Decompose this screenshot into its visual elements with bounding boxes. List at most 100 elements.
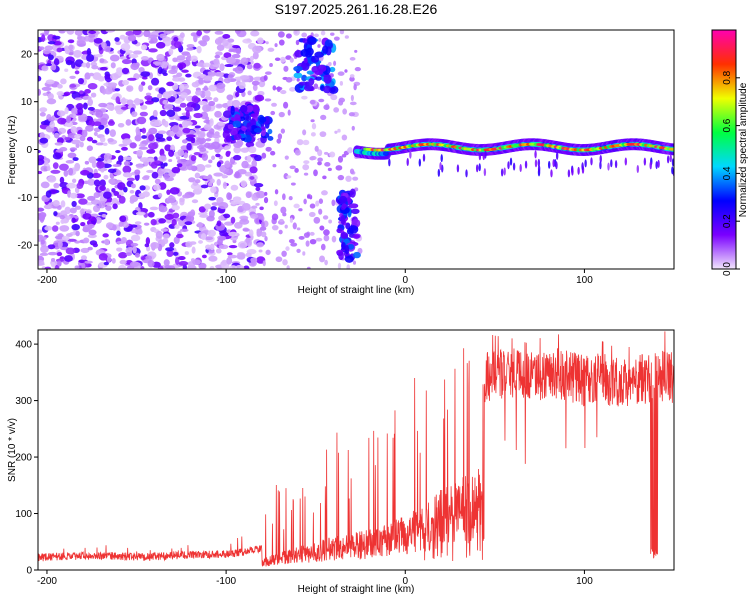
spectrogram-cell bbox=[84, 260, 93, 264]
spectrogram-cell bbox=[233, 154, 242, 161]
spectrogram-cell bbox=[93, 131, 98, 137]
spectrogram-cell bbox=[98, 102, 108, 108]
spectrogram-cell bbox=[121, 67, 130, 75]
spectrogram-cell bbox=[209, 265, 215, 269]
spectrogram-cell bbox=[303, 232, 310, 238]
spectrogram-cell bbox=[512, 162, 516, 171]
spectrogram-cell bbox=[48, 116, 55, 122]
spectrogram-cell bbox=[302, 251, 306, 256]
spectrogram-cell bbox=[130, 224, 138, 228]
spectrogram-cell bbox=[176, 158, 187, 165]
spectrogram-cell bbox=[550, 169, 553, 178]
spectrogram-cell bbox=[143, 222, 150, 226]
spectrogram-cell bbox=[204, 164, 212, 168]
spectrogram-cell bbox=[217, 36, 224, 44]
spectrogram-cell bbox=[195, 90, 203, 96]
spectrogram-cell bbox=[614, 160, 618, 169]
spectrogram-cell bbox=[76, 182, 84, 189]
spectrogram-cell bbox=[348, 203, 359, 209]
spectrogram-cell bbox=[172, 251, 179, 256]
spectrogram-cell bbox=[87, 178, 96, 186]
spectrogram-cell bbox=[214, 54, 221, 59]
spectrogram-cell bbox=[264, 98, 272, 102]
spectrogram-cell bbox=[571, 167, 574, 176]
spectrogram-cell bbox=[107, 104, 115, 111]
spectrogram-cell bbox=[263, 75, 268, 81]
spectrogram-cell bbox=[88, 33, 96, 38]
spectrogram-cell bbox=[172, 212, 180, 219]
snr-x-ticks: -200 -100 0 100 bbox=[37, 570, 593, 587]
spectrogram-cell bbox=[79, 90, 84, 95]
spectrogram-cell bbox=[115, 40, 122, 46]
spectrogram-cell bbox=[194, 172, 201, 179]
spectrogram-cell bbox=[194, 179, 201, 184]
spectrogram-cell bbox=[82, 102, 88, 110]
spectrogram-cell bbox=[288, 239, 295, 244]
spectrogram-cell bbox=[322, 215, 329, 220]
spectrogram-cell bbox=[192, 259, 201, 266]
spectrogram-cell bbox=[232, 67, 237, 72]
spectrogram-cell bbox=[78, 113, 88, 122]
spectrogram-cell bbox=[117, 182, 126, 190]
spectrogram-cell bbox=[84, 88, 91, 94]
spectrogram-cell bbox=[319, 225, 325, 231]
spectrogram-cell bbox=[64, 121, 74, 128]
spectrogram-cell bbox=[205, 244, 212, 250]
spectrogram-cell bbox=[227, 123, 234, 130]
spectrogram-cell bbox=[201, 233, 207, 241]
spectrogram-cell bbox=[86, 48, 92, 56]
spectrogram-cell bbox=[179, 228, 189, 232]
spectrogram-cell bbox=[257, 37, 264, 45]
spectrogram-cell bbox=[119, 259, 127, 265]
spectrogram-cell bbox=[71, 60, 76, 69]
spectrogram-cell bbox=[85, 125, 94, 132]
spectrogram-cell bbox=[235, 140, 244, 147]
spectrogram-cell bbox=[157, 130, 167, 135]
spectrogram-cell bbox=[121, 58, 132, 65]
spectrogram-cell bbox=[83, 237, 90, 244]
spectrogram-cell bbox=[199, 214, 209, 218]
spectrogram-cell bbox=[46, 166, 51, 171]
spectrogram-cell bbox=[111, 258, 116, 264]
spectrogram-cell bbox=[98, 253, 108, 261]
spectrogram-cell bbox=[294, 168, 299, 173]
spectrogram-cell bbox=[157, 192, 163, 198]
spectrogram-cell bbox=[213, 58, 220, 65]
spectrogram-cell bbox=[38, 260, 45, 266]
spectrogram-cell bbox=[91, 161, 97, 168]
spectrogram-cell bbox=[50, 169, 61, 174]
spectrogram-cell bbox=[241, 125, 247, 131]
spectrogram-cell bbox=[338, 99, 344, 106]
spectrogram-cell bbox=[208, 100, 216, 107]
spectrogram-cell bbox=[131, 111, 138, 118]
spectrogram-cell bbox=[335, 165, 343, 171]
spectrogram-cell bbox=[168, 149, 175, 157]
spectrogram-cell bbox=[339, 30, 345, 35]
spectrogram-cell bbox=[65, 215, 72, 220]
spectrogram-cell bbox=[222, 213, 231, 219]
spectrogram-cell bbox=[344, 255, 354, 263]
spectrogram-cell bbox=[122, 221, 129, 228]
spectrogram-cell bbox=[40, 245, 49, 253]
spectrogram-cell bbox=[79, 135, 86, 142]
spectrogram-y-axis-label: Frequency (Hz) bbox=[7, 116, 18, 185]
spectrogram-cell bbox=[95, 158, 105, 162]
spectrogram-cell bbox=[68, 52, 74, 56]
spectrogram-cell bbox=[128, 53, 139, 59]
spectrogram-cell bbox=[64, 107, 69, 115]
spectrogram-cell bbox=[80, 255, 88, 261]
spectrogram-cell bbox=[117, 264, 127, 269]
spectrogram-cell bbox=[339, 81, 344, 86]
spectrogram-cell bbox=[169, 242, 175, 248]
spectrogram-cell bbox=[555, 151, 559, 160]
spectrogram-cell bbox=[643, 157, 647, 166]
spectrogram-cell bbox=[190, 154, 197, 162]
spectrogram-cell bbox=[38, 229, 43, 234]
spectrogram-cell bbox=[301, 32, 308, 38]
spectrogram-cell bbox=[247, 90, 252, 96]
spectrogram-cell bbox=[255, 190, 266, 199]
spectrogram-cell bbox=[599, 154, 602, 163]
spectrogram-cell bbox=[51, 63, 57, 71]
spectrogram-cell bbox=[296, 139, 304, 146]
spectrogram-cell bbox=[341, 134, 348, 141]
